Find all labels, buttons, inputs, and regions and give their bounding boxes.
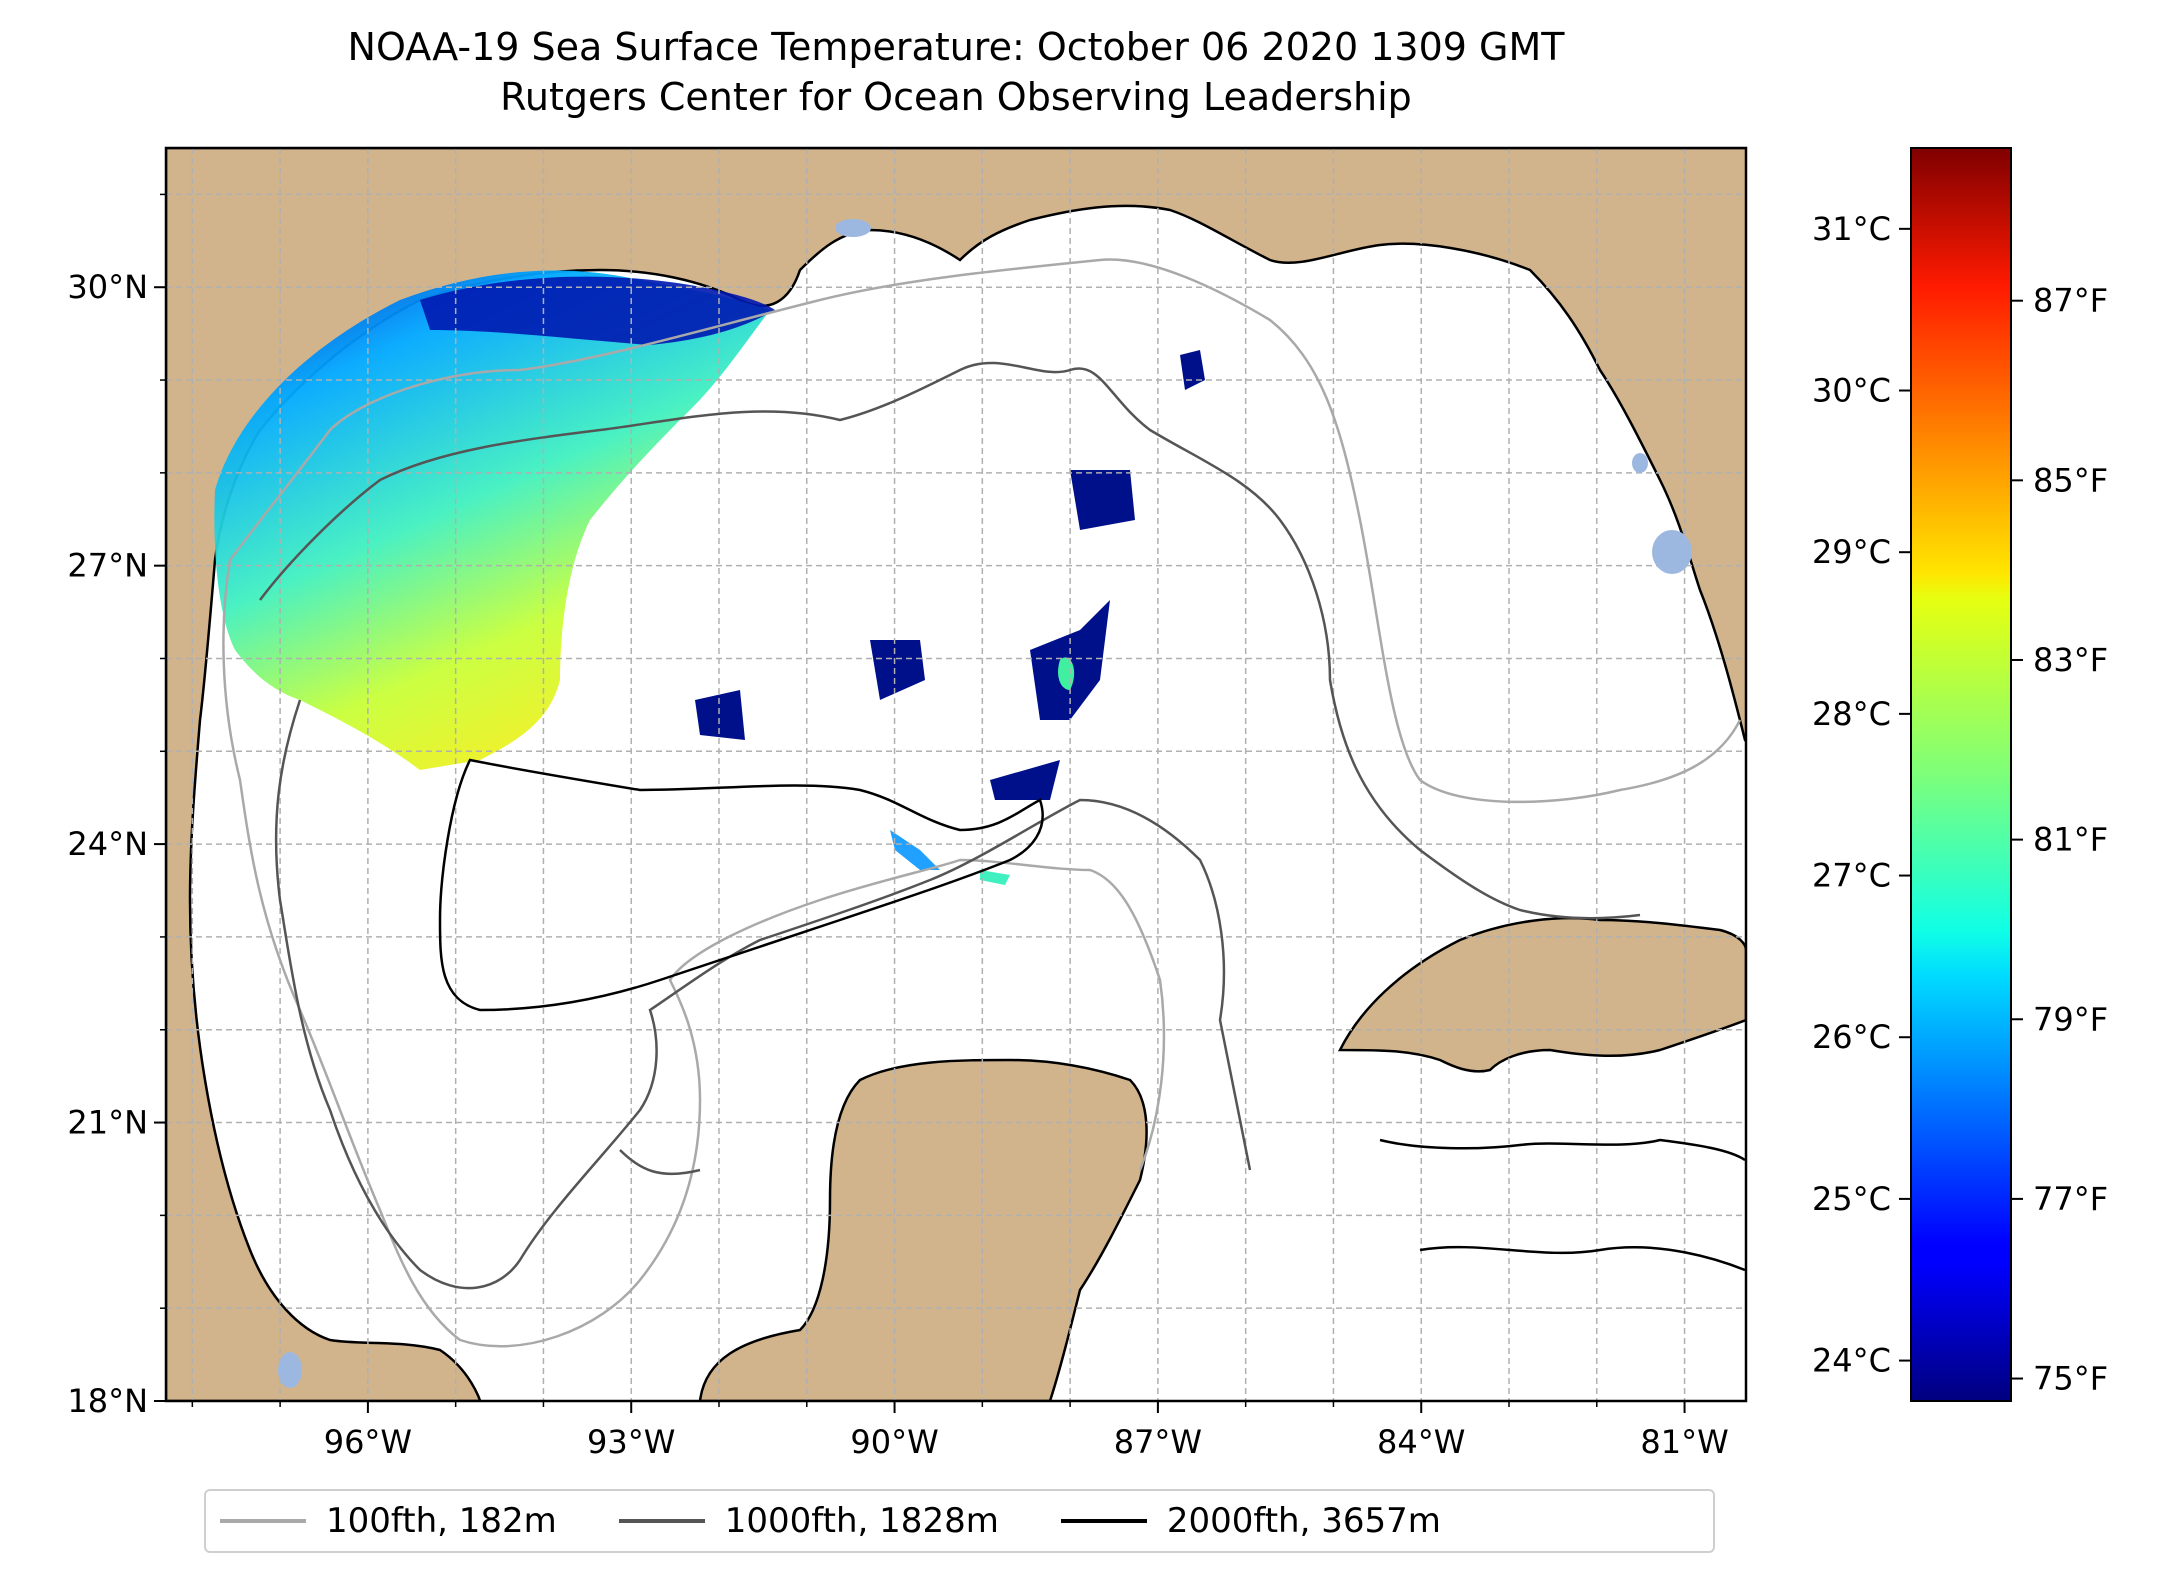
lat-tick-label: 27°N <box>67 547 148 585</box>
legend-line-1000fth <box>618 1519 705 1523</box>
sst-patch-center-5 <box>980 870 1010 885</box>
fahrenheit-tick-label: 79°F <box>2033 1000 2108 1038</box>
lake-okeechobee <box>1652 530 1692 574</box>
sst-patch-center-2 <box>695 690 745 740</box>
map-frame <box>164 146 1748 1403</box>
land-cuba <box>1337 916 1746 1073</box>
title-line-1: NOAA-19 Sea Surface Temperature: October… <box>347 25 1565 69</box>
lat-tick-label: 30°N <box>67 268 148 306</box>
colorbar-gradient <box>1910 147 2012 1402</box>
bathymetry-legend: 100fth, 182m 1000fth, 1828m 2000fth, 365… <box>204 1489 1715 1553</box>
fahrenheit-tick-label: 83°F <box>2033 641 2108 679</box>
lake-florida-small <box>1632 453 1648 473</box>
lake-texas <box>278 1352 302 1388</box>
map-axes: 30°N 27°N 24°N 21°N 18°N 96°W 93°W 90°W 87°W 84°W… <box>67 193 1729 1461</box>
contour-1000fth <box>259 361 1641 1290</box>
lon-tick-label: 90°W <box>850 1423 938 1461</box>
legend-line-2000fth <box>1060 1519 1147 1523</box>
map-area <box>166 148 1746 1401</box>
celsius-tick-label: 31°C <box>1812 210 1891 248</box>
lon-tick-label: 93°W <box>587 1423 675 1461</box>
fahrenheit-tick-label: 81°F <box>2033 821 2108 859</box>
sst-swath-northwest <box>214 270 770 770</box>
celsius-tick-label: 25°C <box>1812 1180 1891 1218</box>
sst-patch-center-6 <box>1070 470 1135 530</box>
celsius-tick-label: 24°C <box>1812 1342 1891 1380</box>
fahrenheit-tick-label: 85°F <box>2033 461 2108 499</box>
sst-patch-center-4 <box>890 830 940 870</box>
lakes <box>278 219 1692 1388</box>
contour-2000fth <box>438 758 1746 1272</box>
fahrenheit-tick-label: 87°F <box>2033 282 2108 320</box>
lon-tick-label: 87°W <box>1114 1423 1202 1461</box>
graticule <box>166 148 1746 1401</box>
colorbar: 31°C 30°C 29°C 28°C 27°C 26°C 25°C 24°C 87°F 85°F… <box>1812 147 2108 1402</box>
colorbar-ticks: 31°C 30°C 29°C 28°C 27°C 26°C 25°C 24°C 87°F 85°F… <box>1812 210 2108 1398</box>
lake-pontchartrain <box>835 219 871 237</box>
lon-tick-label: 96°W <box>324 1423 412 1461</box>
lat-tick-label: 21°N <box>67 1104 148 1142</box>
celsius-tick-label: 27°C <box>1812 857 1891 895</box>
legend-label-100fth: 100fth, 182m <box>326 1501 557 1541</box>
map-title: NOAA-19 Sea Surface Temperature: October… <box>166 22 1746 122</box>
sst-patch-center-3 <box>990 760 1060 800</box>
celsius-tick-label: 26°C <box>1812 1018 1891 1056</box>
celsius-tick-label: 29°C <box>1812 533 1891 571</box>
title-line-2: Rutgers Center for Ocean Observing Leade… <box>500 75 1412 119</box>
celsius-tick-label: 30°C <box>1812 372 1891 410</box>
bathymetry-contours <box>222 258 1746 1348</box>
lon-tick-label: 81°W <box>1640 1423 1728 1461</box>
legend-label-2000fth: 2000fth, 3657m <box>1166 1501 1441 1541</box>
fahrenheit-tick-label: 77°F <box>2033 1180 2108 1218</box>
lat-tick-label: 24°N <box>67 825 148 863</box>
fahrenheit-tick-label: 75°F <box>2033 1360 2108 1398</box>
sst-patch-center-1 <box>870 640 925 700</box>
contour-100fth <box>222 258 1742 1348</box>
legend-item-1000fth: 1000fth, 1828m <box>618 1501 999 1541</box>
legend-item-100fth: 100fth, 182m <box>220 1501 557 1541</box>
celsius-tick-label: 28°C <box>1812 695 1891 733</box>
sst-swath <box>214 270 1205 885</box>
land-yucatan <box>698 1058 1148 1401</box>
legend-item-2000fth: 2000fth, 3657m <box>1060 1501 1441 1541</box>
legend-label-1000fth: 1000fth, 1828m <box>724 1501 999 1541</box>
lat-tick-label: 18°N <box>67 1382 148 1420</box>
lon-tick-label: 84°W <box>1377 1423 1465 1461</box>
sst-nearshore-cold <box>420 276 775 345</box>
legend-line-100fth <box>220 1519 306 1523</box>
